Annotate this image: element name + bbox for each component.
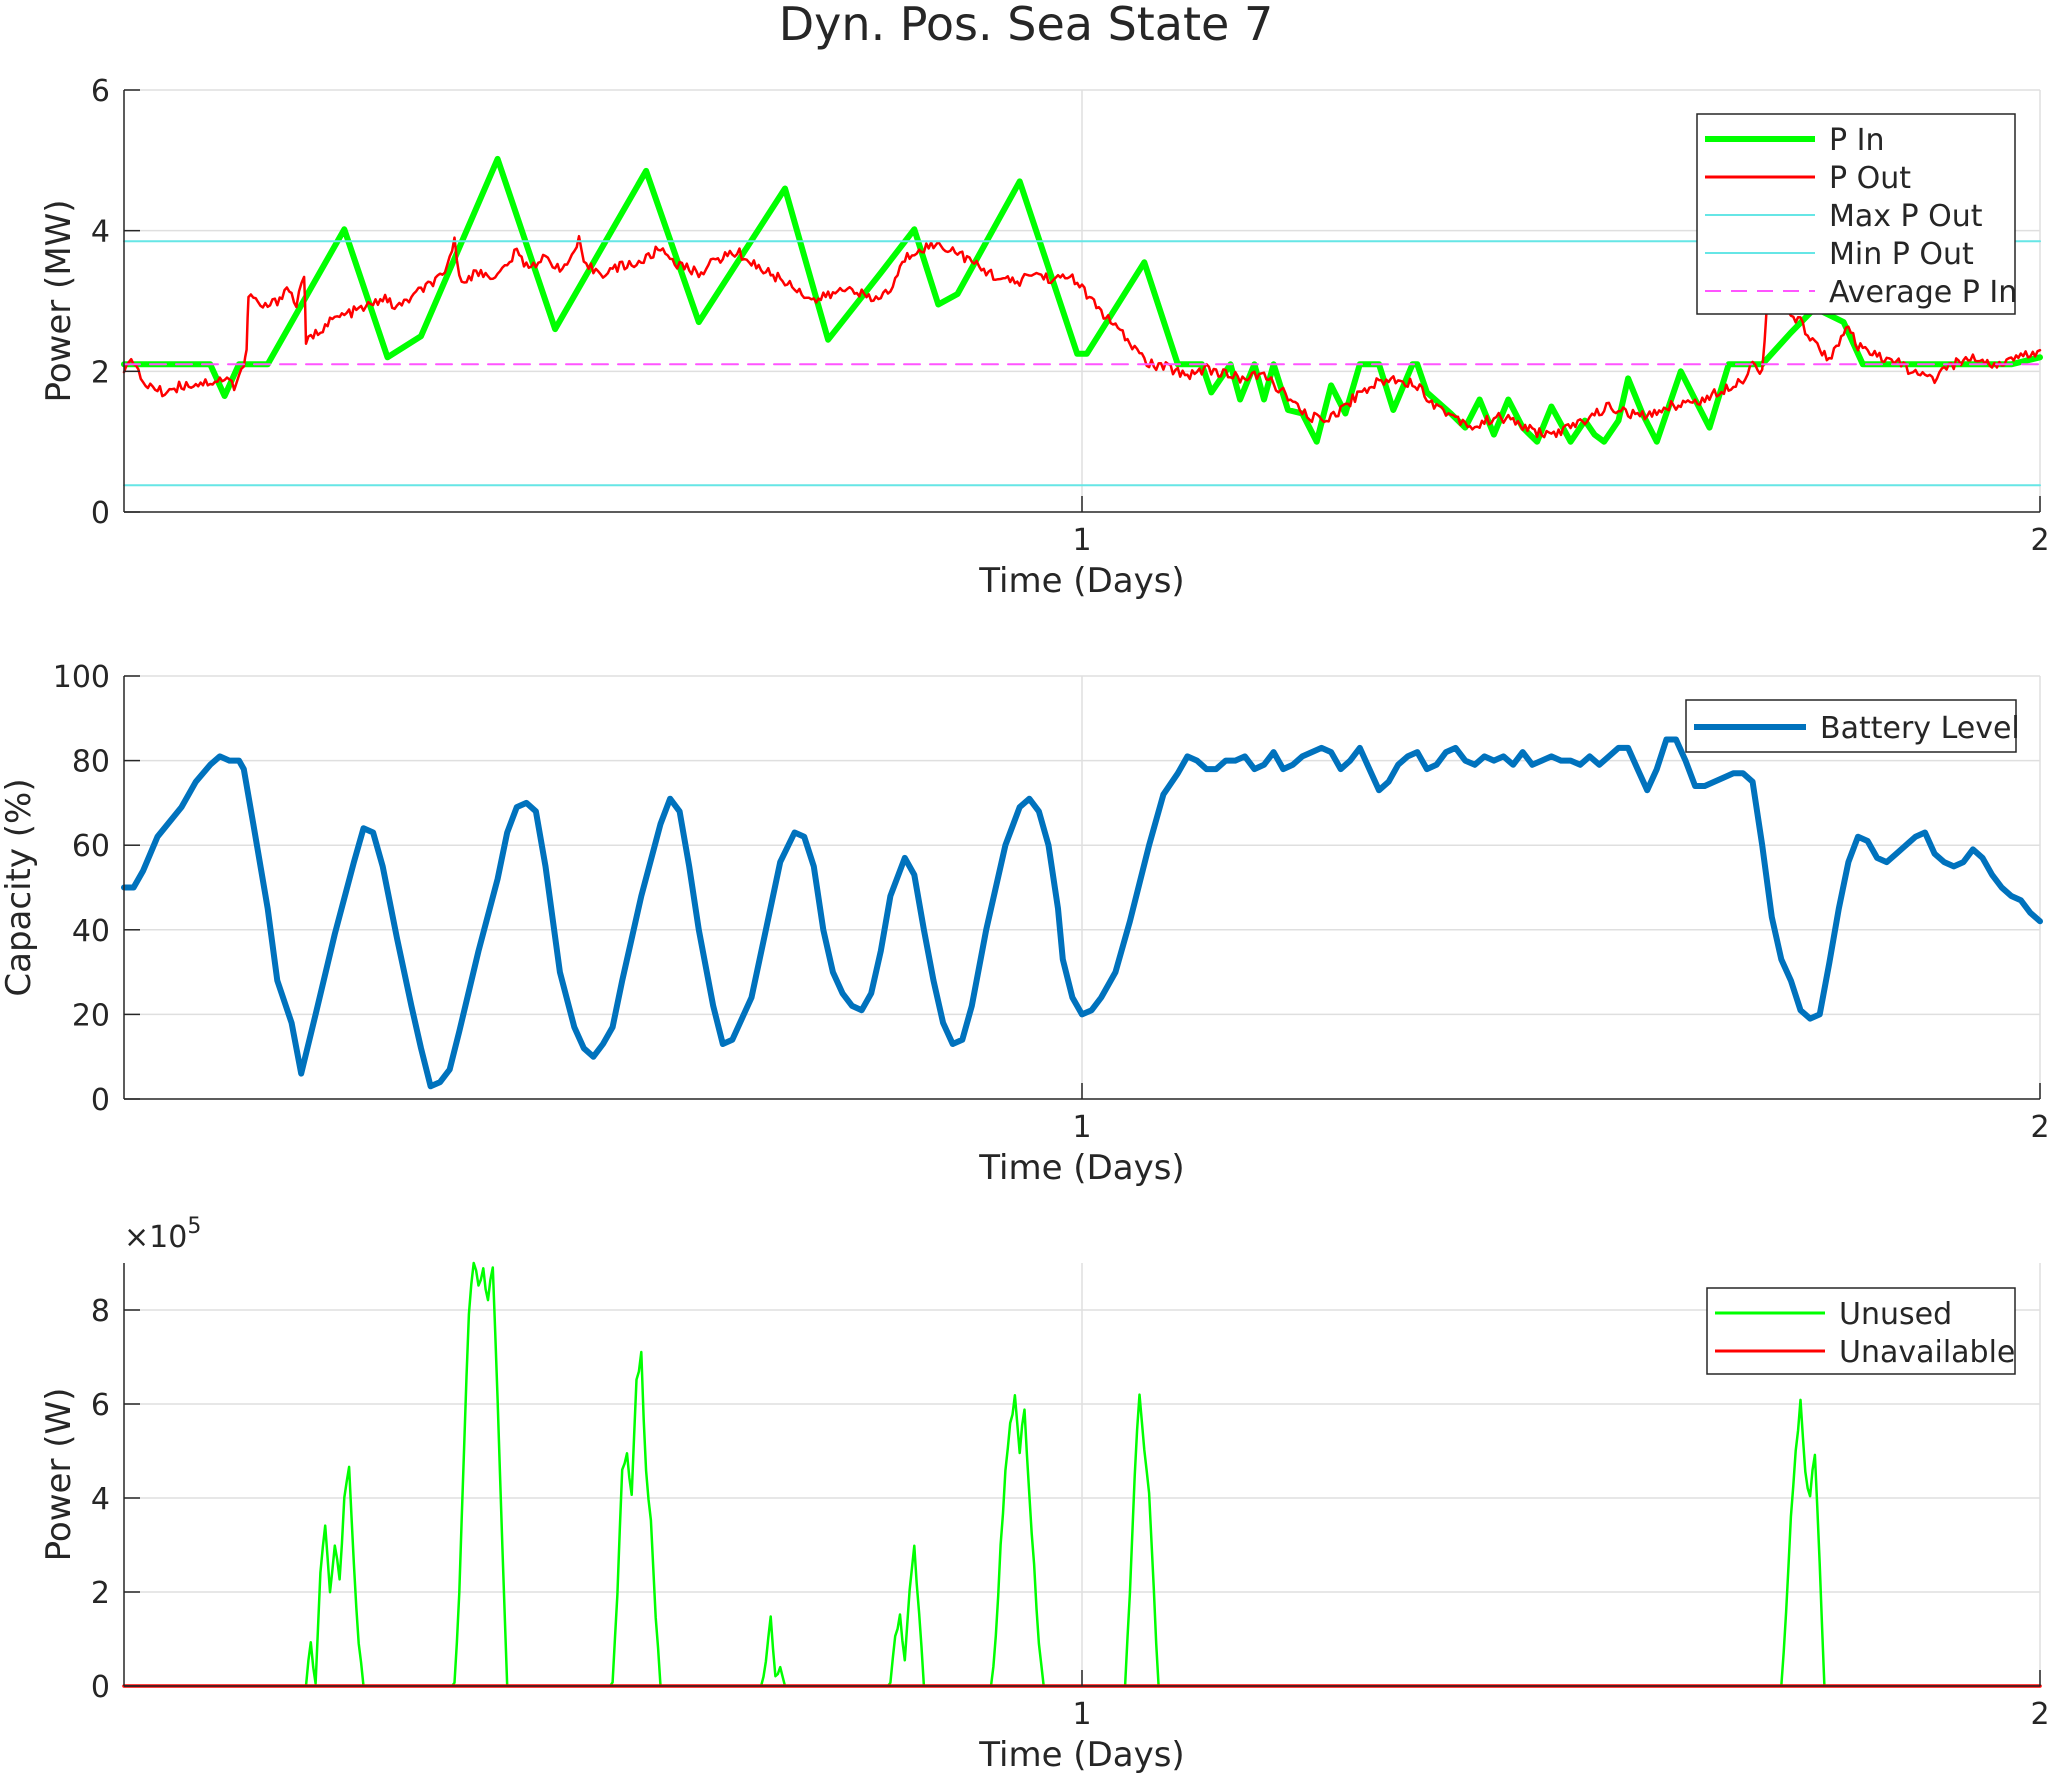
x-axis-label: Time (Days) — [978, 561, 1184, 601]
y-tick-label: 4 — [91, 1482, 110, 1517]
x-tick-label: 2 — [2030, 523, 2049, 558]
chart-panel-2: 0 20 40 60 80 100 1 2 Time (Days) Capacity (%) Bat… — [0, 660, 2050, 1188]
series-line-battery-level — [121, 736, 2043, 1090]
series-line-p-in — [121, 155, 2043, 445]
y-exponent-value: 5 — [187, 1214, 201, 1239]
x-tick-label: 1 — [1072, 1110, 1091, 1145]
y-axis-label: Capacity (%) — [0, 778, 39, 996]
legend-label: Min P Out — [1829, 237, 1974, 272]
y-tick-label: 0 — [91, 496, 110, 531]
legend: Battery Level — [1685, 699, 2020, 753]
y-tick-label: 40 — [72, 914, 110, 949]
x-tick-label: 2 — [2030, 1697, 2049, 1732]
x-tick-label: 1 — [1072, 523, 1091, 558]
y-tick-label: 2 — [91, 1576, 110, 1611]
legend-label: Battery Level — [1820, 711, 2020, 746]
chart-panel-1: 0 2 4 6 1 2 Time (Days) Power (MW) P InP OutMax … — [39, 74, 2050, 601]
y-tick-label: 0 — [91, 1670, 110, 1705]
y-tick-label: 4 — [91, 215, 110, 250]
chart-panel-3: 0 2 4 6 8 1 2 ×105 Time (Days) Power (W) UnusedUna… — [39, 1214, 2050, 1775]
y-tick-label: 20 — [72, 998, 110, 1033]
figure-title: Dyn. Pos. Sea State 7 — [779, 0, 1273, 51]
y-exponent-label: ×105 — [124, 1214, 201, 1255]
x-axis-label: Time (Days) — [978, 1148, 1184, 1188]
series-group — [121, 736, 2043, 1090]
legend-label: Average P In — [1829, 275, 2017, 310]
legend-label: Max P Out — [1829, 199, 1983, 234]
x-axis-label: Time (Days) — [978, 1735, 1184, 1775]
y-tick-label: 80 — [72, 745, 110, 780]
series-group — [121, 155, 2043, 487]
legend-label: P Out — [1829, 161, 1911, 196]
x-tick-label: 2 — [2030, 1110, 2049, 1145]
y-tick-label: 100 — [53, 660, 110, 695]
x-tick-label: 1 — [1072, 1697, 1091, 1732]
chart-panels: 0 2 4 6 1 2 Time (Days) Power (MW) P InP OutMax … — [0, 74, 2050, 1775]
y-tick-label: 60 — [72, 829, 110, 864]
legend-label: P In — [1829, 123, 1885, 158]
legend-label: Unavailable — [1839, 1335, 2015, 1370]
legend-box — [1706, 1287, 2016, 1375]
y-tick-label: 0 — [91, 1083, 110, 1118]
y-tick-label: 2 — [91, 355, 110, 390]
y-axis-label: Power (W) — [39, 1388, 79, 1562]
y-tick-label: 8 — [91, 1294, 110, 1329]
y-tick-label: 6 — [91, 74, 110, 109]
y-tick-label: 6 — [91, 1388, 110, 1423]
series-line-p-out — [122, 234, 2042, 439]
y-axis-label: Power (MW) — [39, 199, 79, 402]
legend-label: Unused — [1839, 1297, 1952, 1332]
